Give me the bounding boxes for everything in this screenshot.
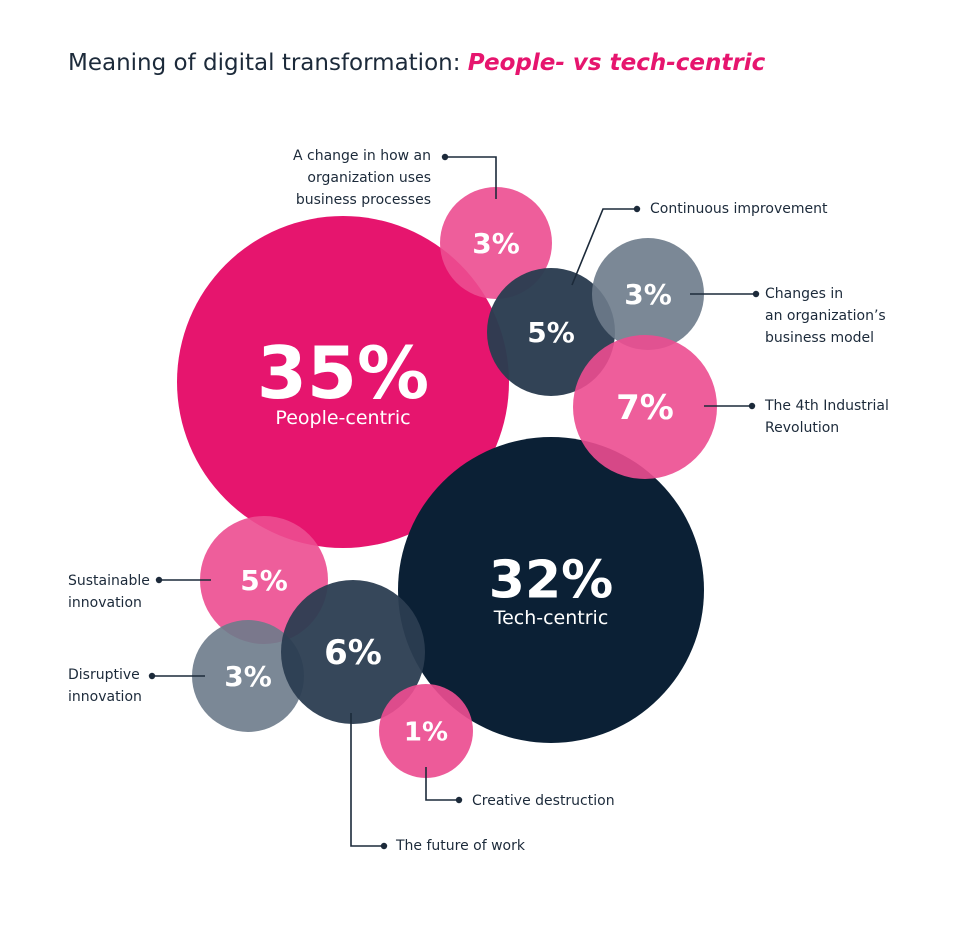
value-label-tech-centric: 32%: [489, 551, 613, 611]
category-label-sustainable-innovation: Sustainable innovation: [68, 573, 150, 611]
bubble-tech-centric: [398, 437, 704, 743]
category-label-line: Revolution: [765, 420, 839, 436]
bubble-continuous-improvement: [487, 268, 615, 396]
group-label-tech-centric: Tech-centric: [493, 607, 609, 629]
value-label-continuous-improvement: 5%: [527, 316, 575, 349]
leader-dot-creative-destruction: [455, 796, 463, 804]
bubble-future-of-work: [281, 580, 425, 724]
bubble-business-processes: [440, 187, 552, 299]
leader-dot-future-of-work: [380, 842, 388, 850]
category-label-creative-destruction: Creative destruction: [472, 793, 615, 809]
leader-dot-disruptive-innovation: [148, 672, 156, 680]
category-label-line: organization uses: [307, 170, 431, 186]
bubble-people-centric: [177, 216, 509, 548]
leader-dot-business-model: [752, 290, 760, 298]
chart-title-accent: People- vs tech-centric: [468, 50, 766, 76]
category-label-line: Creative destruction: [472, 793, 615, 809]
leader-line-future-of-work: [350, 713, 384, 847]
bubbles-layer: [177, 187, 717, 778]
category-label-line: The 4th Industrial: [764, 398, 889, 414]
category-label-line: innovation: [68, 595, 142, 611]
leader-dot-business-processes: [441, 153, 449, 161]
category-label-line: Sustainable: [68, 573, 150, 589]
category-label-business-processes: A change in how an organization uses busin…: [293, 148, 431, 208]
value-label-future-of-work: 6%: [324, 633, 382, 673]
leader-dot-continuous-improvement: [633, 205, 641, 213]
leader-line-business-processes: [445, 156, 497, 199]
chart-title-main: Meaning of digital transformation:: [68, 50, 468, 76]
category-label-business-model: Changes in an organization’s business mode…: [765, 286, 886, 346]
category-label-line: Changes in: [765, 286, 843, 302]
category-label-line: Continuous improvement: [650, 201, 828, 217]
bubble-creative-destruction: [379, 684, 473, 778]
category-label-line: Disruptive: [68, 667, 140, 683]
category-label-line: The future of work: [395, 838, 526, 854]
value-label-disruptive-innovation: 3%: [224, 660, 272, 693]
category-label-line: business processes: [296, 192, 431, 208]
leader-line-continuous-improvement: [571, 208, 637, 286]
bubble-business-model: [592, 238, 704, 350]
bubble-disruptive-innovation: [192, 620, 304, 732]
leader-lines-layer: [148, 153, 760, 850]
chart-title: Meaning of digital transformation: Peopl…: [68, 50, 766, 76]
category-label-line: innovation: [68, 689, 142, 705]
category-label-line: business model: [765, 330, 874, 346]
group-label-people-centric: People-centric: [275, 407, 410, 429]
value-label-creative-destruction: 1%: [404, 717, 448, 747]
value-label-sustainable-innovation: 5%: [240, 564, 288, 597]
category-label-disruptive-innovation: Disruptive innovation: [68, 667, 142, 705]
leader-dot-sustainable-innovation: [155, 576, 163, 584]
category-label-line: an organization’s: [765, 308, 886, 324]
category-label-line: A change in how an: [293, 148, 431, 164]
value-label-people-centric: 35%: [257, 331, 429, 415]
labels-layer: 35%People-centric 32%Tech-centric 3% A chan…: [68, 148, 889, 854]
category-label-continuous-improvement: Continuous improvement: [650, 201, 828, 217]
category-label-future-of-work: The future of work: [395, 838, 526, 854]
value-label-industrial-revolution: 7%: [616, 388, 674, 428]
value-label-business-processes: 3%: [472, 227, 520, 260]
leader-dot-industrial-revolution: [748, 402, 756, 410]
value-label-business-model: 3%: [624, 278, 672, 311]
leader-line-creative-destruction: [425, 767, 459, 801]
category-label-industrial-revolution: The 4th Industrial Revolution: [764, 398, 889, 436]
bubble-industrial-revolution: [573, 335, 717, 479]
